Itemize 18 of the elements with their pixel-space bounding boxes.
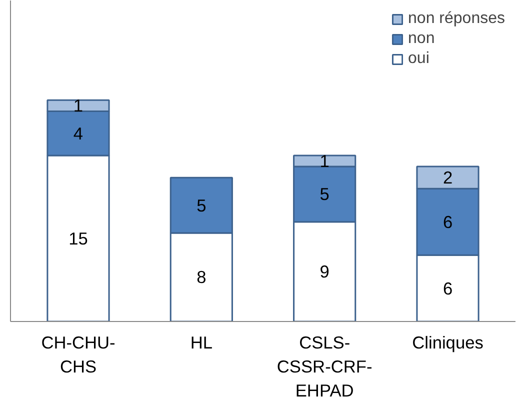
data-label: 1 — [320, 151, 330, 171]
data-label: 6 — [442, 212, 453, 232]
data-label: 4 — [73, 123, 84, 144]
x-tick-label: CH-CHU- CHS — [41, 332, 116, 376]
data-label: 2 — [442, 168, 453, 188]
data-label: 8 — [196, 267, 206, 288]
legend-label: non — [408, 30, 435, 48]
data-label: 15 — [68, 228, 88, 248]
x-tick-label: CSLS- CSSR-CRF- EHPAD — [276, 332, 372, 400]
legend-label: non réponses — [408, 10, 505, 28]
data-label: 1 — [73, 96, 84, 116]
legend-label: oui — [408, 50, 430, 68]
data-label: 6 — [442, 278, 453, 298]
data-label: 5 — [196, 195, 206, 216]
x-tick-label: Cliniques — [412, 332, 484, 352]
data-label: 9 — [320, 262, 330, 282]
x-tick-label: HL — [190, 332, 213, 352]
data-label: 5 — [320, 184, 330, 204]
